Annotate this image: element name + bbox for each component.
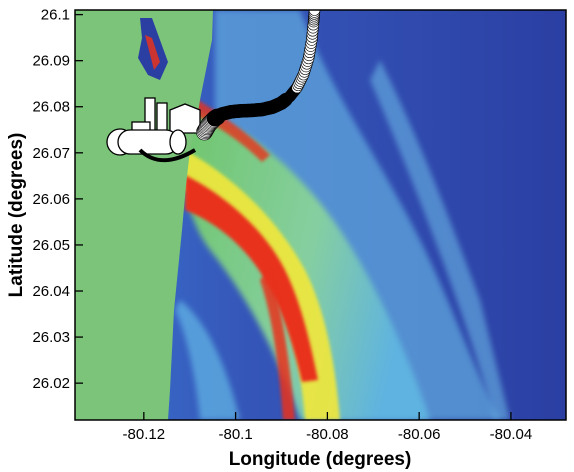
x-tick-label: -80.12 [123, 426, 166, 443]
red-plume-core [185, 175, 318, 382]
y-tick-label: 26.07 [32, 145, 70, 162]
y-tick-label: 26.03 [32, 329, 70, 346]
x-tick-label: -80.08 [306, 426, 349, 443]
x-axis: -80.12 -80.1 -80.08 -80.06 -80.04 [123, 412, 533, 443]
plot-frame [74, 9, 567, 421]
y-tick-label: 26.09 [32, 53, 70, 70]
track-point [308, 10, 321, 16]
y-tick-label: 26.06 [32, 191, 70, 208]
light-water-streaks [370, 60, 510, 420]
x-tick-label: -80.06 [398, 426, 441, 443]
x-axis-title: Longitude (degrees) [229, 449, 412, 470]
y-axis: 26.1 26.09 26.08 26.07 26.06 26.05 26.04 26.03 2… [32, 7, 83, 392]
outfall-track [196, 10, 321, 141]
green-plume [180, 110, 430, 420]
nearshore-streak [188, 95, 270, 162]
y-axis-title: Latitude (degrees) [6, 133, 27, 298]
red-plume-streak [260, 270, 295, 420]
x-tick-label: -80.04 [490, 426, 533, 443]
light-water-band [215, 10, 500, 420]
y-tick-label: 26.05 [32, 237, 70, 254]
plot-area [75, 10, 566, 420]
y-tick-label: 26.02 [32, 375, 70, 392]
y-tick-label: 26.04 [32, 283, 70, 300]
inlet-red-streak [145, 35, 160, 70]
power-plant-icon [106, 97, 201, 163]
southern-cyan-ripples [175, 300, 240, 420]
x-tick-label: -80.1 [219, 426, 253, 443]
y-tick-label: 26.1 [41, 7, 70, 24]
y-tick-label: 26.08 [32, 99, 70, 116]
